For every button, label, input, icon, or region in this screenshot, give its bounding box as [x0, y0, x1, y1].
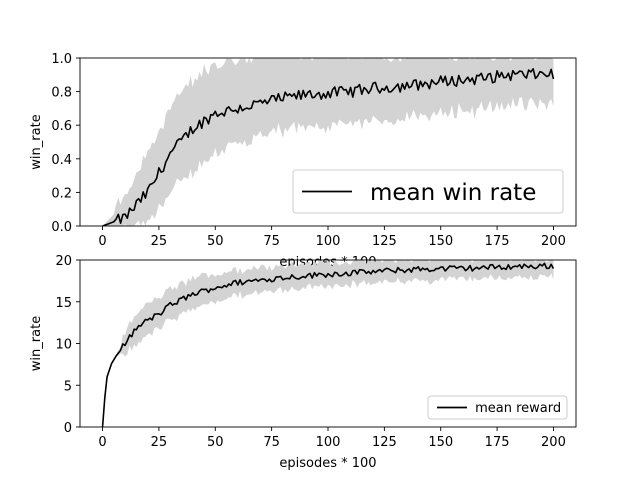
y-axis-label-2: win_rate: [29, 316, 44, 371]
legend-label: mean win rate: [370, 180, 536, 206]
x-tick-label: 150: [428, 435, 453, 450]
series-line-mean-reward: [101, 262, 555, 427]
x-tick-label: 50: [207, 435, 224, 450]
y-tick-label: 10: [55, 338, 72, 353]
x-tick-label: 200: [541, 435, 566, 450]
y-tick-label: 0.4: [51, 153, 72, 168]
x-tick-label: 75: [263, 435, 280, 450]
y-tick-label: 20: [55, 254, 72, 269]
legend-box: [292, 169, 564, 214]
x-tick-label: 100: [316, 234, 341, 249]
subplot-2: 0 25 50 75 100 125 150 175 200 0 5 10 15 20 win_rateme…: [29, 254, 577, 450]
subplot-1: 0 25 50 75 100 125 150 175 200 0.0 0.2 0.4 0.6 0.8 1.0…: [29, 52, 577, 249]
y-tick-label: 0.0: [51, 220, 72, 235]
y-tick-label: 0.2: [51, 186, 72, 201]
y-axis-label-1: win_rate: [29, 114, 44, 169]
x-tick-label: 175: [485, 234, 510, 249]
y-tick-label: 1.0: [51, 52, 72, 67]
legend-1: mean win rate: [292, 169, 564, 214]
std-band-2: [102, 260, 554, 427]
legend-label: mean reward: [475, 401, 561, 416]
std-band-1: [102, 58, 554, 226]
x-tick-label: 50: [207, 234, 224, 249]
legend-2: mean reward: [427, 395, 568, 420]
x-tick-label: 100: [316, 435, 341, 450]
x-tick-label: 25: [151, 234, 168, 249]
y-tick-label: 0.8: [51, 86, 72, 101]
x-tick-label: 75: [263, 234, 280, 249]
x-tick-label: 125: [372, 234, 397, 249]
x-tick-label: 175: [485, 435, 510, 450]
y-tick-label: 5: [64, 379, 72, 394]
x-tick-label: 0: [98, 435, 106, 450]
x-axis-label-2: episodes * 100: [279, 456, 376, 471]
x-tick-label: 125: [372, 435, 397, 450]
x-tick-label: 150: [428, 234, 453, 249]
x-tick-label: 0: [98, 234, 106, 249]
y-tick-label: 0: [64, 421, 72, 436]
x-tick-label: 25: [151, 435, 168, 450]
y-tick-label: 0.6: [51, 119, 72, 134]
legend-box: [427, 395, 568, 420]
series-line-mean-win-rate: [102, 67, 555, 226]
y-tick-label: 15: [55, 296, 72, 311]
x-tick-label: 200: [541, 234, 566, 249]
